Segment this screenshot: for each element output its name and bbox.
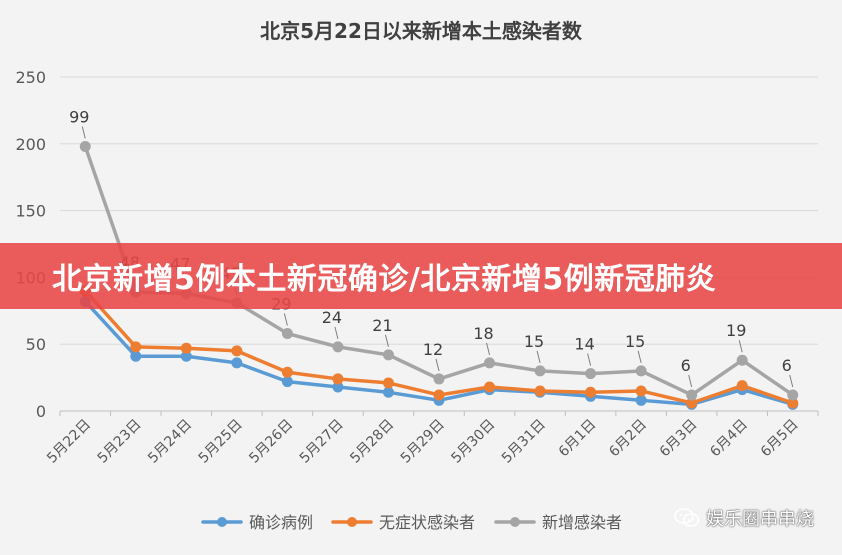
data-label: 14 xyxy=(574,335,594,354)
data-point xyxy=(231,345,243,357)
data-point xyxy=(382,377,394,389)
data-label: 6 xyxy=(681,356,691,375)
x-tick-label: 6月4日 xyxy=(707,417,751,461)
data-point xyxy=(787,397,799,409)
legend-label: 新增感染者 xyxy=(542,513,622,532)
data-label-leader xyxy=(486,342,491,356)
data-label-leader xyxy=(435,358,440,372)
x-tick-label: 6月2日 xyxy=(606,417,650,461)
chart-title: 北京5月22日以来新增本土感染者数 xyxy=(260,19,583,43)
data-point xyxy=(180,342,192,354)
data-point xyxy=(332,373,344,385)
data-point xyxy=(534,385,546,397)
data-point xyxy=(686,397,698,409)
x-tick-label: 5月29日 xyxy=(398,417,448,467)
y-tick-label: 50 xyxy=(26,335,46,354)
data-label-leader xyxy=(738,340,743,353)
data-label: 6 xyxy=(782,356,792,375)
data-label-leader xyxy=(789,374,794,388)
data-point xyxy=(635,385,647,397)
data-point xyxy=(534,365,546,377)
data-label-leader xyxy=(81,126,86,139)
data-point xyxy=(130,350,142,362)
data-label: 18 xyxy=(473,324,493,343)
data-point xyxy=(686,389,698,401)
data-point xyxy=(332,341,344,353)
data-point xyxy=(79,140,91,152)
y-tick-label: 250 xyxy=(15,68,46,87)
data-point xyxy=(787,389,799,401)
legend-label: 确诊病例 xyxy=(249,513,313,532)
data-point xyxy=(231,357,243,369)
y-tick-label: 200 xyxy=(15,135,46,154)
data-label-leader xyxy=(334,326,339,339)
legend-marker xyxy=(510,517,520,527)
data-label-leader xyxy=(637,350,642,364)
wechat-icon xyxy=(674,508,700,527)
data-label-leader xyxy=(587,353,592,366)
data-point xyxy=(433,373,445,385)
x-tick-label: 5月27日 xyxy=(297,417,347,467)
legend-label: 无症状感染者 xyxy=(379,513,475,532)
x-tick-label: 5月25日 xyxy=(196,417,246,467)
data-label: 99 xyxy=(69,107,89,126)
x-tick-label: 6月3日 xyxy=(657,417,701,461)
x-tick-label: 5月22日 xyxy=(44,417,94,467)
data-label-leader xyxy=(283,313,288,326)
data-label: 24 xyxy=(322,308,342,327)
data-point xyxy=(281,328,293,340)
data-point xyxy=(736,354,748,366)
data-label: 19 xyxy=(726,321,746,340)
data-label-leader xyxy=(384,334,389,348)
x-tick-label: 5月23日 xyxy=(95,417,145,467)
x-tick-label: 6月1日 xyxy=(556,417,600,461)
data-point xyxy=(635,365,647,377)
data-point xyxy=(484,357,496,369)
data-point xyxy=(635,394,647,406)
data-label: 12 xyxy=(423,340,443,359)
data-point xyxy=(382,386,394,398)
legend-marker xyxy=(347,517,357,527)
legend: 确诊病例 无症状感染者 新增感染者 xyxy=(201,513,622,532)
data-label-leader xyxy=(688,374,693,388)
data-label: 15 xyxy=(625,332,645,351)
data-point xyxy=(130,341,142,353)
data-point xyxy=(736,380,748,392)
y-tick-label: 150 xyxy=(15,202,46,221)
x-tick-label: 5月28日 xyxy=(347,417,397,467)
data-point xyxy=(382,349,394,361)
data-point xyxy=(585,368,597,380)
x-tick-label: 5月26日 xyxy=(246,417,296,467)
data-point xyxy=(281,376,293,388)
x-tick-label: 5月24日 xyxy=(145,417,195,467)
data-label-leader xyxy=(536,350,541,364)
data-label: 21 xyxy=(372,316,392,335)
data-point xyxy=(180,350,192,362)
y-tick-label: 0 xyxy=(36,402,46,421)
data-point xyxy=(484,381,496,393)
x-tick-label: 5月31日 xyxy=(499,417,549,467)
headline-banner: 北京新增5例本土新冠确诊/北京新增5例新冠肺炎 xyxy=(0,243,842,309)
x-tick-label: 5月30日 xyxy=(448,417,498,467)
data-point xyxy=(281,366,293,378)
watermark: 娱乐圈串串烧 xyxy=(674,505,814,531)
x-axis: 5月22日 5月23日 5月24日 5月25日 5月26日 5月27日 5月28日 5月29日… xyxy=(44,411,819,467)
data-label: 15 xyxy=(524,332,544,351)
legend-marker xyxy=(217,517,227,527)
headline-text: 北京新增5例本土新冠确诊/北京新增5例新冠肺炎 xyxy=(52,262,717,297)
x-tick-label: 6月5日 xyxy=(758,417,802,461)
watermark-text: 娱乐圈串串烧 xyxy=(706,509,814,530)
data-point xyxy=(332,381,344,393)
data-point xyxy=(433,389,445,401)
data-point xyxy=(585,386,597,398)
